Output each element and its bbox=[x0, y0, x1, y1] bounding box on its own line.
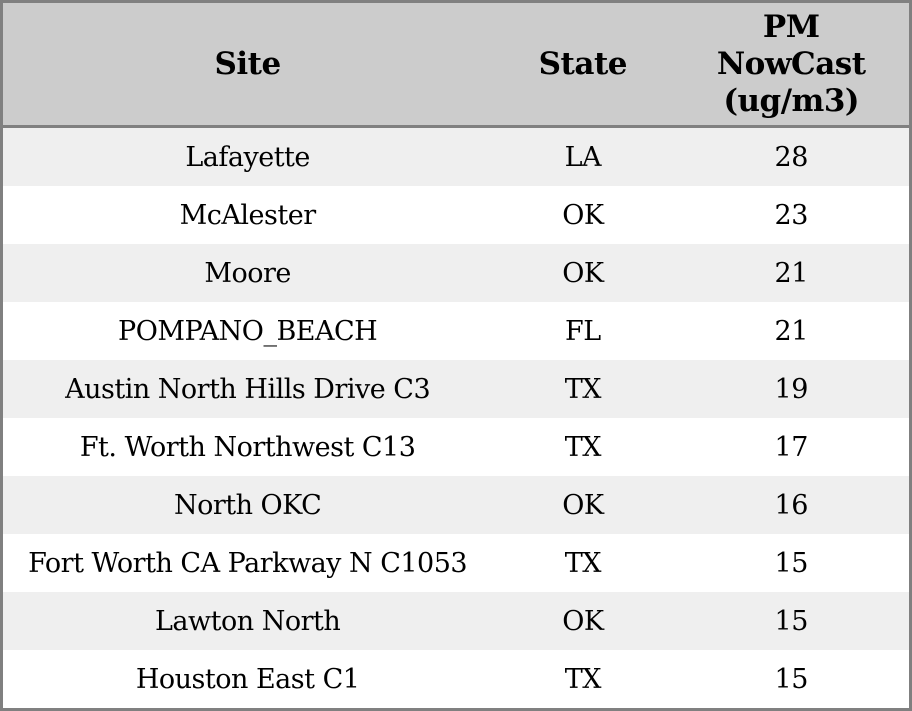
cell-state: TX bbox=[564, 431, 602, 463]
table-row: Lawton North OK 15 bbox=[3, 592, 909, 650]
cell-site: Lawton North bbox=[155, 605, 341, 637]
table-row: POMPANO_BEACH FL 21 bbox=[3, 302, 909, 360]
cell-site: North OKC bbox=[173, 489, 322, 521]
cell-site: McAlester bbox=[179, 199, 316, 231]
cell-state: TX bbox=[564, 663, 602, 695]
cell-state: LA bbox=[564, 141, 602, 173]
cell-pm-nowcast: 21 bbox=[774, 315, 809, 347]
cell-pm-nowcast: 19 bbox=[774, 373, 809, 405]
cell-pm-nowcast: 28 bbox=[774, 141, 809, 173]
cell-state: TX bbox=[564, 373, 602, 405]
cell-site: Austin North Hills Drive C3 bbox=[65, 373, 431, 405]
table-row: Ft. Worth Northwest C13 TX 17 bbox=[3, 418, 909, 476]
cell-pm-nowcast: 15 bbox=[774, 605, 809, 637]
table-row: Fort Worth CA Parkway N C1053 TX 15 bbox=[3, 534, 909, 592]
cell-pm-nowcast: 17 bbox=[774, 431, 809, 463]
table-row: Moore OK 21 bbox=[3, 244, 909, 302]
cell-pm-nowcast: 23 bbox=[774, 199, 809, 231]
cell-site: Houston East C1 bbox=[135, 663, 360, 695]
header-site: Site bbox=[3, 3, 493, 128]
cell-site: Moore bbox=[204, 257, 291, 289]
header-pm-nowcast: PM NowCast (ug/m3) bbox=[673, 3, 909, 128]
cell-site: Fort Worth CA Parkway N C1053 bbox=[28, 547, 468, 579]
header-state: State bbox=[492, 3, 674, 128]
table-header: Site State PM NowCast (ug/m3) bbox=[3, 3, 909, 128]
table-row: Houston East C1 TX 15 bbox=[3, 650, 909, 708]
cell-site: Ft. Worth Northwest C13 bbox=[79, 431, 416, 463]
cell-pm-nowcast: 16 bbox=[774, 489, 809, 521]
header-row: Site State PM NowCast (ug/m3) bbox=[3, 3, 909, 128]
table-row: North OKC OK 16 bbox=[3, 476, 909, 534]
pm-nowcast-table: Site State PM NowCast (ug/m3) Lafayette L… bbox=[3, 3, 909, 708]
cell-site: Lafayette bbox=[185, 141, 310, 173]
cell-site: POMPANO_BEACH bbox=[118, 315, 378, 347]
table-body: Lafayette LA 28 McAlester OK 23 Moore OK 21 POMPA… bbox=[3, 126, 909, 708]
table-row: Austin North Hills Drive C3 TX 19 bbox=[3, 360, 909, 418]
cell-state: OK bbox=[562, 489, 604, 521]
cell-state: OK bbox=[562, 257, 604, 289]
cell-state: TX bbox=[564, 547, 602, 579]
cell-pm-nowcast: 15 bbox=[774, 547, 809, 579]
cell-state: FL bbox=[565, 315, 601, 347]
table-row: Lafayette LA 28 bbox=[3, 126, 909, 186]
table-row: McAlester OK 23 bbox=[3, 186, 909, 244]
cell-pm-nowcast: 15 bbox=[774, 663, 809, 695]
cell-state: OK bbox=[562, 605, 604, 637]
cell-state: OK bbox=[562, 199, 604, 231]
cell-pm-nowcast: 21 bbox=[774, 257, 809, 289]
